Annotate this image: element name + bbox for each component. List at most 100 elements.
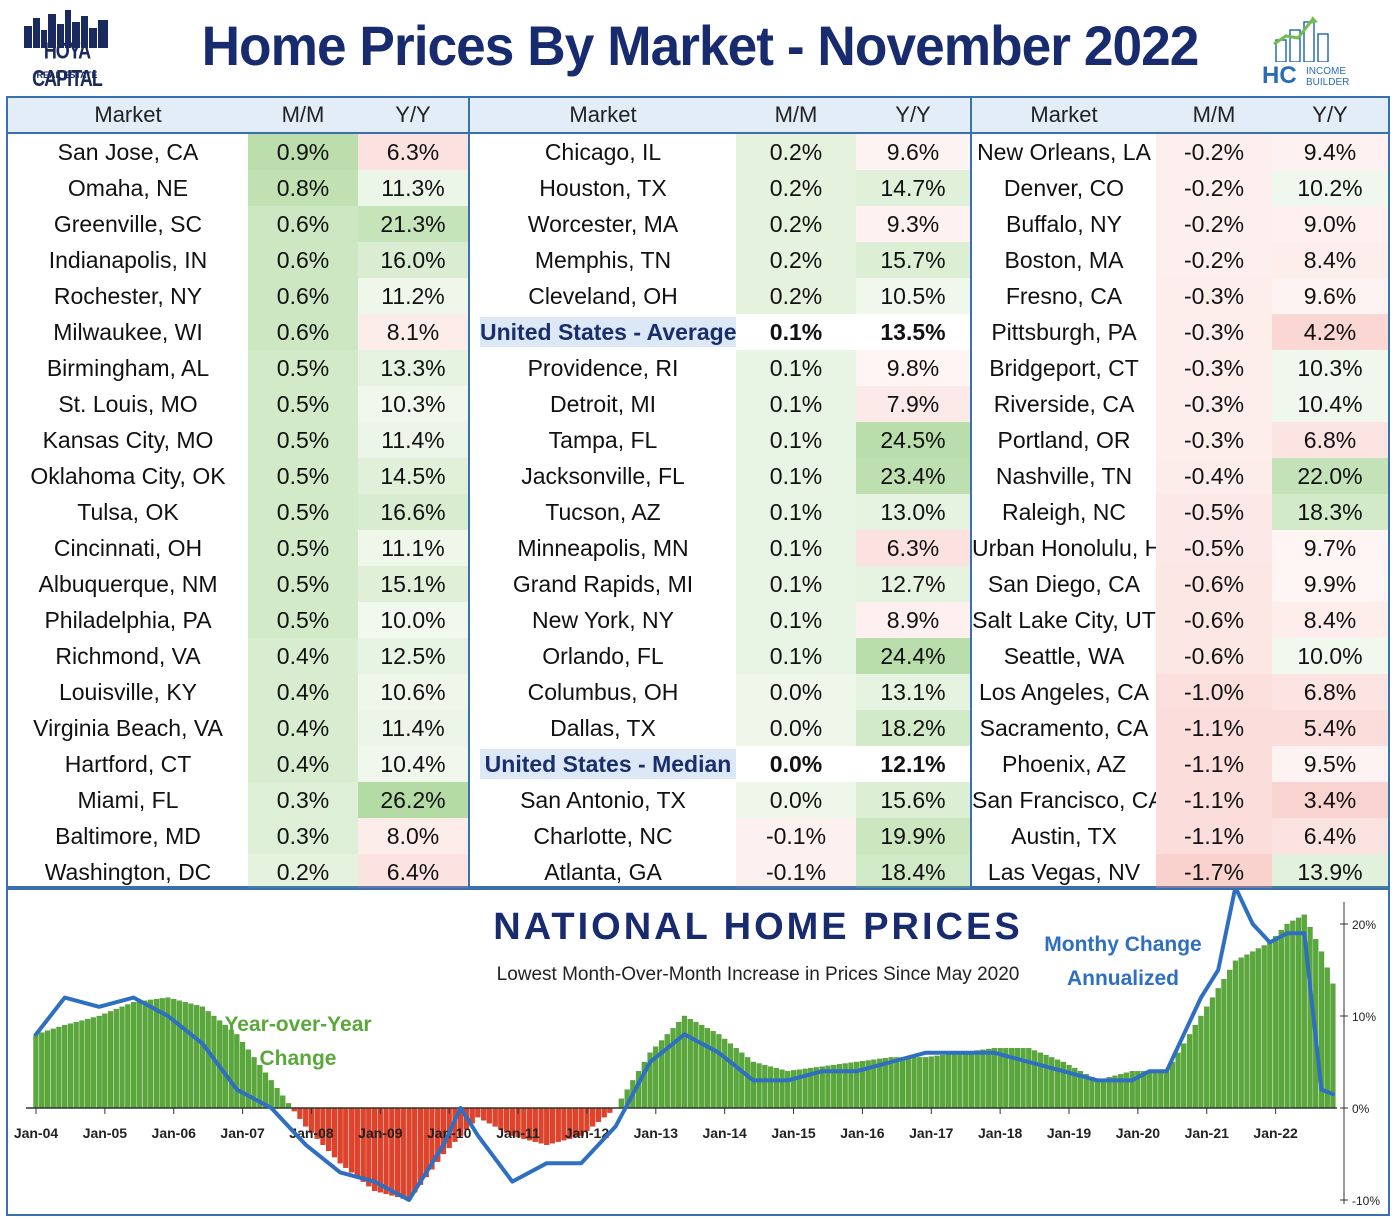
hc-mark: HC <box>1262 62 1297 89</box>
table-row: San Jose, CA 0.9% 6.3% <box>8 134 468 170</box>
yy-change: 13.3% <box>358 350 468 386</box>
market-name: Worcester, MA <box>527 211 679 237</box>
y-tick-label: 20% <box>1352 918 1376 932</box>
table-row: Atlanta, GA -0.1% 18.4% <box>470 854 970 890</box>
table-row: Milwaukee, WI 0.6% 8.1% <box>8 314 468 350</box>
chart-subtitle: Lowest Month-Over-Month Increase in Pric… <box>496 964 1020 985</box>
market-name: Portland, OR <box>997 427 1131 453</box>
table-row: Louisville, KY 0.4% 10.6% <box>8 674 468 710</box>
yoy-bar <box>1204 1006 1210 1109</box>
market-name: Oklahoma City, OK <box>30 463 226 489</box>
yy-change: 6.4% <box>1272 818 1388 854</box>
table-row: Phoenix, AZ -1.1% 9.5% <box>972 746 1388 782</box>
yoy-bar <box>96 1015 102 1109</box>
table-row: Buffalo, NY -0.2% 9.0% <box>972 206 1388 242</box>
yy-change: 10.0% <box>1272 638 1388 674</box>
yoy-bar <box>274 1087 280 1109</box>
mm-change: -1.7% <box>1156 854 1272 890</box>
yoy-bar <box>756 1063 762 1109</box>
yy-change: 12.5% <box>358 638 468 674</box>
yy-change: 7.9% <box>856 386 970 422</box>
market-name: Denver, CO <box>1003 175 1125 201</box>
table-row: Nashville, TN -0.4% 22.0% <box>972 458 1388 494</box>
table-row: Tampa, FL 0.1% 24.5% <box>470 422 970 458</box>
market-name: Columbus, OH <box>527 679 679 705</box>
yoy-bar <box>475 1107 481 1118</box>
market-name: Greenville, SC <box>53 211 203 237</box>
yy-change: 24.4% <box>856 638 970 674</box>
yoy-bar <box>85 1018 91 1109</box>
table-header-row: Market M/M Y/Y <box>8 98 468 134</box>
yy-change: 13.0% <box>856 494 970 530</box>
yoy-bar <box>790 1070 797 1109</box>
mm-change: 0.6% <box>248 242 358 278</box>
yoy-bar <box>148 999 154 1109</box>
column-header-mm: M/M <box>774 102 818 127</box>
mm-change: 0.1% <box>736 422 856 458</box>
yoy-bar <box>383 1107 389 1195</box>
table-row: San Antonio, TX 0.0% 15.6% <box>470 782 970 818</box>
yoy-bar <box>1095 1080 1101 1109</box>
mm-change: 0.2% <box>736 206 856 242</box>
market-name: Rochester, NY <box>53 283 203 309</box>
table-header-row: Market M/M Y/Y <box>972 98 1388 134</box>
yoy-bar <box>349 1107 355 1173</box>
header: HOYA CAPITAL REAL ESTATE Home Prices By … <box>0 0 1398 96</box>
table-group-2: Market M/M Y/Y Chicago, IL 0.2% 9.6% Houston, … <box>470 98 970 890</box>
market-name: Pittsburgh, PA <box>991 319 1137 345</box>
market-name: Los Angeles, CA <box>978 679 1150 705</box>
market-name: United States - Average <box>480 317 736 347</box>
mm-change: 0.2% <box>736 134 856 170</box>
yoy-bar <box>745 1057 751 1109</box>
market-name: Baltimore, MD <box>55 823 201 849</box>
mm-change: 0.5% <box>248 530 358 566</box>
yoy-bar <box>354 1107 360 1178</box>
yoy-bar <box>153 998 160 1109</box>
mm-change: 0.0% <box>769 751 823 777</box>
table-row: Minneapolis, MN 0.1% 6.3% <box>470 530 970 566</box>
yoy-bar <box>136 1001 142 1109</box>
mm-change: -0.6% <box>1156 638 1272 674</box>
market-name: Tulsa, OK <box>77 499 179 525</box>
yoy-bar <box>951 1053 957 1109</box>
market-name: Seattle, WA <box>1003 643 1125 669</box>
yy-change: 14.7% <box>856 170 970 206</box>
x-tick-label: Jan-19 <box>1047 1125 1092 1141</box>
market-name: New Orleans, LA <box>977 139 1151 165</box>
market-name: Cincinnati, OH <box>53 535 203 561</box>
hoya-logo-sub: REAL ESTATE <box>36 70 98 80</box>
mm-change: 0.4% <box>248 674 358 710</box>
yoy-bar <box>50 1028 56 1109</box>
market-name: Tucson, AZ <box>545 499 661 525</box>
yoy-bar <box>1158 1071 1164 1109</box>
market-name: Miami, FL <box>77 787 179 813</box>
yoy-bar <box>1198 1015 1204 1109</box>
yoy-bar <box>704 1028 711 1109</box>
x-tick-label: Jan-20 <box>1116 1125 1161 1141</box>
yoy-bar <box>687 1018 693 1109</box>
table-row: Memphis, TN 0.2% 15.7% <box>470 242 970 278</box>
page-title: Home Prices By Market - November 2022 <box>201 14 1200 77</box>
income-builder-text: INCOME BUILDER <box>1306 66 1349 88</box>
yy-change: 8.9% <box>856 602 970 638</box>
yy-change: 4.2% <box>1272 314 1388 350</box>
market-name: Bridgeport, CT <box>989 355 1139 381</box>
market-name: Charlotte, NC <box>533 823 673 849</box>
yoy-bar <box>555 1107 561 1142</box>
mm-change: -1.1% <box>1156 782 1272 818</box>
table-header-row: Market M/M Y/Y <box>470 98 970 134</box>
market-name: Austin, TX <box>1011 823 1117 849</box>
x-tick-label: Jan-15 <box>771 1125 816 1141</box>
yoy-bar <box>940 1054 946 1109</box>
markets-table: Market M/M Y/Y San Jose, CA 0.9% 6.3% Omaha, N… <box>6 96 1390 890</box>
yy-change: 19.9% <box>856 818 970 854</box>
yy-change: 6.8% <box>1272 674 1388 710</box>
market-name: Omaha, NE <box>67 175 189 201</box>
market-name: Virginia Beach, VA <box>33 715 223 741</box>
yoy-bar <box>73 1021 79 1109</box>
mm-change: 0.1% <box>736 458 856 494</box>
yoy-bar <box>280 1095 286 1109</box>
market-name: Washington, DC <box>44 859 212 885</box>
table-row: Cincinnati, OH 0.5% 11.1% <box>8 530 468 566</box>
yoy-bar <box>963 1051 969 1109</box>
